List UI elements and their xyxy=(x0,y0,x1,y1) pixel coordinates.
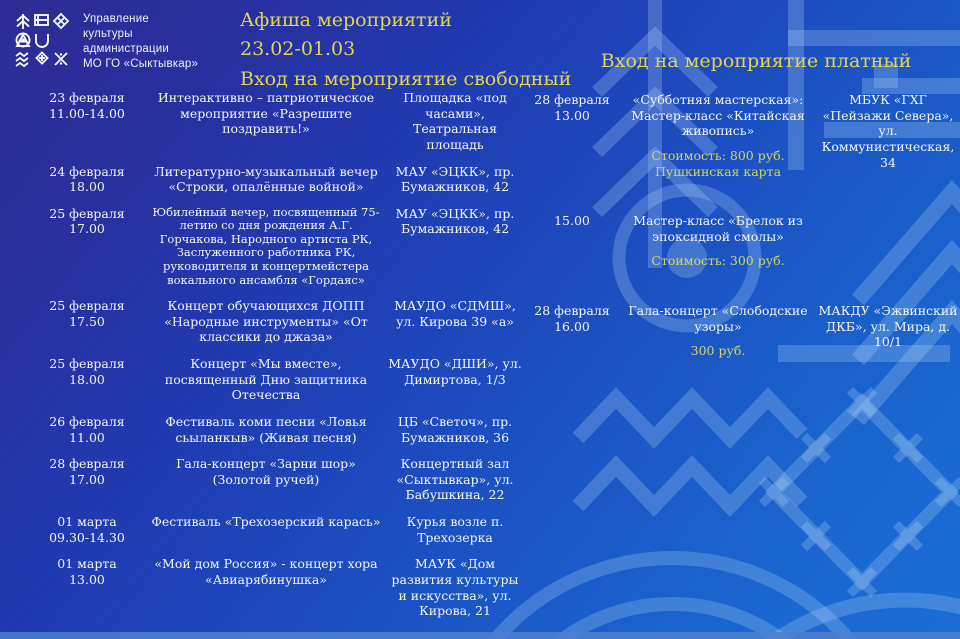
event-time: 18.00 xyxy=(69,371,105,387)
event-row: 25 февраля 17.00 Юбилейный вечер, посвящ… xyxy=(28,204,524,287)
event-datetime: 01 марта 09.30-14.30 xyxy=(28,514,146,545)
event-venue: МАУК «Дом развития культуры и искусства»… xyxy=(391,556,519,619)
event-title: Юбилейный вечер, посвященный 75-летию со… xyxy=(152,204,380,287)
free-column-header: Вход на мероприятие свободный xyxy=(240,67,572,90)
event-row: 26 февраля 11.00 Фестиваль коми песни «Л… xyxy=(28,414,524,445)
event-title: Фестиваль коми песни «Ловья сьыланкыв» (… xyxy=(165,413,367,445)
event-date: 01 марта xyxy=(57,556,117,572)
event-title: Фестиваль «Трехозерский карась» xyxy=(151,514,381,529)
event-date: 23 февраля xyxy=(49,90,125,105)
event-row: 01 марта 09.30-14.30 Фестиваль «Трехозер… xyxy=(28,514,524,545)
event-venue: МАУ «ЭЦКК», пр. Бумажников, 42 xyxy=(395,163,515,195)
event-date: 26 февраля xyxy=(49,413,125,429)
poster-title: Афиша мероприятий xyxy=(240,9,452,31)
event-date: 28 февраля xyxy=(534,92,610,107)
event-datetime: 25 февраля 18.00 xyxy=(28,356,146,403)
event-time: 13.00 xyxy=(69,571,105,587)
event-title-cell: Гала-концерт «Слободские узоры» 300 руб. xyxy=(624,303,812,359)
event-datetime: 15.00 xyxy=(524,213,620,269)
event-title: Гала-концерт «Слободские узоры» xyxy=(628,303,808,334)
event-time: 11.00 xyxy=(69,429,105,445)
event-venue: МБУК «ГХГ «Пейзажи Севера», ул. Коммунис… xyxy=(821,92,955,170)
event-time: 17.00 xyxy=(69,221,105,237)
event-datetime: 26 февраля 11.00 xyxy=(28,414,146,445)
paid-events-table: 28 февраля 13.00 «Субботняя мастерская»:… xyxy=(524,92,957,393)
event-venue: Площадка «под часами», Театральная площа… xyxy=(403,90,507,152)
event-datetime: 24 февраля 18.00 xyxy=(28,164,146,195)
event-venue: Курья возле п. Трехозерка xyxy=(406,514,504,545)
event-datetime: 28 февраля 16.00 xyxy=(524,303,620,359)
event-date: 01 марта xyxy=(57,514,117,529)
event-time: 17.50 xyxy=(69,313,105,329)
event-price: Стоимость: 300 руб. xyxy=(651,253,785,269)
event-title: Концерт обучающихся ДОПП «Народные инстр… xyxy=(164,298,368,345)
event-time: 09.30-14.30 xyxy=(49,529,125,545)
event-title: Гала-концерт «Зарни шор» (Золотой ручей) xyxy=(176,456,356,487)
event-date: 28 февраля xyxy=(49,456,125,472)
poster-dates: 23.02-01.03 xyxy=(240,38,356,61)
event-datetime: 01 марта 13.00 xyxy=(28,556,146,619)
event-time: 11.00-14.00 xyxy=(49,105,125,121)
event-venue: МАКДУ «Эжвинский ДКБ», ул. Мира, д. 10/1 xyxy=(818,303,958,350)
event-row: 28 февраля 13.00 «Субботняя мастерская»:… xyxy=(524,92,956,179)
event-row: 24 февраля 18.00 Литературно-музыкальный… xyxy=(28,164,524,195)
free-events-table: 23 февраля 11.00-14.00 Интерактивно – па… xyxy=(28,90,524,630)
komi-glyph-grid-icon xyxy=(15,12,70,68)
event-title-cell: Мастер-класс «Брелок из эпоксидной смолы… xyxy=(624,213,812,269)
event-row: 15.00 Мастер-класс «Брелок из эпоксидной… xyxy=(524,213,956,269)
event-venue: МАУДО «ДШИ», ул. Димиртова, 1/3 xyxy=(388,356,522,387)
poster-header: Афиша мероприятий 23.02-01.03 Вход на ме… xyxy=(240,6,571,94)
event-time: 17.00 xyxy=(69,471,105,487)
event-date: 25 февраля xyxy=(49,298,125,314)
event-datetime: 28 февраля 17.00 xyxy=(28,456,146,503)
event-venue: МАУДО «СДМШ», ул. Кирова 39 «а» xyxy=(394,298,516,329)
event-title: «Мой дом Россия» - концерт хора «Авиаряб… xyxy=(154,556,378,587)
event-time: 16.00 xyxy=(554,318,590,334)
event-datetime: 28 февраля 13.00 xyxy=(524,92,620,179)
event-date: 25 февраля xyxy=(49,356,125,371)
org-name: Управление культуры администрации МО ГО … xyxy=(83,13,199,70)
event-price: Стоимость: 800 руб. Пушкинская карта xyxy=(651,147,785,179)
event-price: 300 руб. xyxy=(690,343,746,359)
paid-column-header: Вход на мероприятие платный xyxy=(600,50,912,72)
event-date: 24 февраля xyxy=(49,163,125,179)
event-row: 28 февраля 16.00 Гала-концерт «Слободски… xyxy=(524,303,957,359)
event-row: 01 марта 13.00 «Мой дом Россия» - концер… xyxy=(28,556,524,619)
event-row: 25 февраля 17.50 Концерт обучающихся ДОП… xyxy=(28,298,524,345)
event-title: «Субботняя мастерская»: Мастер-класс «Ки… xyxy=(631,92,805,139)
event-date: 25 февраля xyxy=(49,205,125,221)
event-row: 28 февраля 17.00 Гала-концерт «Зарни шор… xyxy=(28,456,524,503)
event-title: Литературно-музыкальный вечер «Строки, о… xyxy=(154,163,378,195)
event-time: 18.00 xyxy=(69,179,105,195)
event-title: Интерактивно – патриотическое мероприяти… xyxy=(157,90,375,137)
event-title-cell: «Субботняя мастерская»: Мастер-класс «Ки… xyxy=(624,92,812,179)
event-time: 15.00 xyxy=(554,213,590,229)
event-row: 23 февраля 11.00-14.00 Интерактивно – па… xyxy=(28,90,524,153)
event-venue xyxy=(816,213,960,269)
event-title: Мастер-класс «Брелок из эпоксидной смолы… xyxy=(633,213,803,244)
event-title: Концерт «Мы вместе», посвященный Дню защ… xyxy=(164,356,368,403)
bottom-strip xyxy=(0,632,960,639)
event-datetime: 23 февраля 11.00-14.00 xyxy=(28,90,146,153)
event-date: 28 февраля xyxy=(534,303,610,318)
event-venue: МАУ «ЭЦКК», пр. Бумажников, 42 xyxy=(395,205,515,237)
org-logo: Управление культуры администрации МО ГО … xyxy=(14,12,198,72)
event-time: 13.00 xyxy=(554,107,590,123)
event-row: 25 февраля 18.00 Концерт «Мы вместе», по… xyxy=(28,356,524,403)
event-venue: ЦБ «Светоч», пр. Бумажников, 36 xyxy=(397,413,513,445)
event-datetime: 25 февраля 17.00 xyxy=(28,206,146,287)
event-datetime: 25 февраля 17.50 xyxy=(28,298,146,345)
event-venue: Концертный зал «Сыктывкар», ул. Бабушкин… xyxy=(396,456,514,503)
